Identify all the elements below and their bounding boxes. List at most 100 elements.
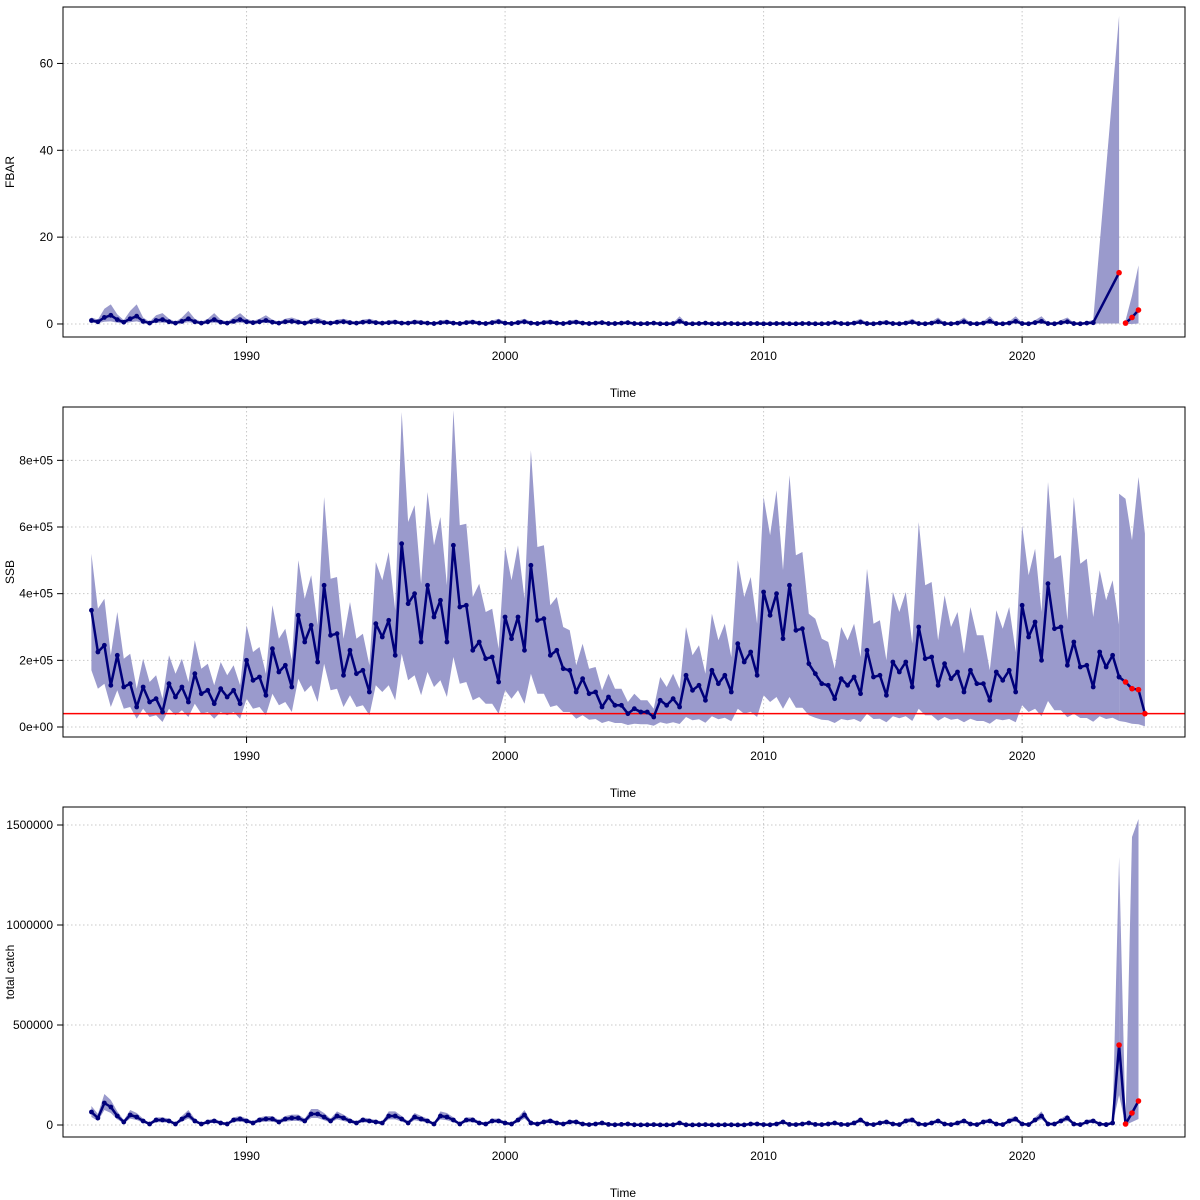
data-point — [121, 684, 127, 690]
data-point — [806, 661, 812, 667]
data-point — [1026, 1122, 1031, 1127]
data-point — [321, 320, 327, 326]
data-point — [160, 1117, 165, 1123]
data-point — [1019, 602, 1025, 608]
data-point — [282, 662, 288, 668]
y-tick-label: 0 — [46, 1118, 53, 1132]
data-point — [664, 321, 670, 327]
data-point — [211, 701, 217, 707]
projection-point — [1122, 1121, 1129, 1127]
data-point — [522, 647, 527, 653]
data-point — [463, 1117, 469, 1123]
data-point — [948, 321, 954, 327]
projection-point — [1116, 269, 1122, 276]
data-point — [748, 321, 754, 326]
data-point — [968, 1121, 973, 1127]
data-point — [308, 1111, 314, 1117]
data-point — [263, 692, 269, 698]
y-axis-label: total catch — [3, 945, 17, 1000]
data-point — [825, 682, 831, 688]
data-point — [218, 319, 224, 325]
data-point — [1006, 1118, 1012, 1124]
data-point — [108, 1104, 114, 1110]
data-point — [231, 687, 237, 693]
y-tick-label: 60 — [40, 56, 54, 70]
data-point — [651, 714, 657, 720]
data-point — [774, 321, 779, 326]
data-point — [373, 621, 379, 627]
data-point — [864, 647, 870, 653]
data-point — [793, 1122, 799, 1127]
data-point — [295, 1115, 301, 1121]
data-point — [412, 1114, 417, 1120]
data-point — [619, 1122, 624, 1127]
data-point — [470, 319, 476, 325]
data-point — [192, 671, 198, 677]
data-point — [703, 320, 708, 326]
data-point — [205, 319, 211, 325]
data-point — [547, 652, 553, 658]
data-point — [1013, 689, 1019, 695]
data-point — [851, 320, 857, 326]
x-tick-label: 2000 — [492, 1149, 519, 1163]
y-tick-label: 20 — [40, 230, 54, 244]
x-tick-label: 2020 — [1009, 349, 1036, 363]
data-point — [896, 1122, 902, 1127]
data-point — [767, 612, 773, 618]
data-point — [1006, 320, 1012, 326]
data-point — [224, 1121, 230, 1127]
data-point — [580, 320, 586, 326]
data-point — [347, 320, 353, 326]
data-point — [593, 689, 598, 695]
data-point — [386, 1113, 392, 1119]
data-point — [599, 320, 605, 326]
data-point — [683, 1122, 689, 1128]
data-point — [198, 320, 204, 326]
x-tick-label: 2010 — [750, 349, 777, 363]
data-point — [270, 646, 275, 652]
data-point — [955, 320, 960, 326]
data-point — [425, 320, 430, 326]
data-point — [690, 321, 695, 327]
data-point — [121, 1119, 127, 1125]
data-point — [534, 1121, 540, 1127]
data-point — [1032, 1117, 1038, 1123]
data-point — [179, 1116, 185, 1122]
y-tick-label: 1500000 — [6, 818, 53, 832]
data-point — [567, 667, 573, 673]
data-point — [224, 320, 230, 326]
projection-point — [1116, 1042, 1122, 1048]
data-point — [257, 319, 262, 325]
data-point — [192, 1118, 198, 1124]
data-point — [1039, 318, 1044, 324]
data-point — [1097, 1121, 1103, 1127]
y-axis-label: FBAR — [3, 156, 17, 188]
data-point — [567, 1119, 573, 1125]
y-axis-label: SSB — [3, 560, 17, 584]
data-point — [347, 647, 353, 653]
data-point — [845, 321, 851, 327]
data-point — [185, 1112, 191, 1118]
data-point — [903, 659, 909, 665]
data-point — [573, 319, 579, 325]
data-point — [412, 591, 417, 597]
data-point — [198, 691, 204, 697]
data-point — [877, 1120, 883, 1126]
data-point — [179, 684, 185, 690]
data-point — [606, 694, 611, 700]
data-point — [1097, 649, 1103, 655]
data-point — [392, 652, 398, 658]
x-tick-label: 1990 — [233, 1149, 260, 1163]
data-point — [638, 709, 644, 715]
data-point — [903, 320, 909, 326]
data-point — [890, 659, 896, 665]
data-point — [114, 317, 120, 323]
data-point — [1090, 1118, 1096, 1124]
data-point — [418, 639, 424, 645]
data-point — [153, 318, 159, 323]
data-point — [980, 681, 986, 687]
data-point — [360, 1117, 366, 1123]
data-point — [670, 321, 676, 326]
data-point — [1045, 1121, 1051, 1127]
data-point — [1039, 657, 1044, 663]
